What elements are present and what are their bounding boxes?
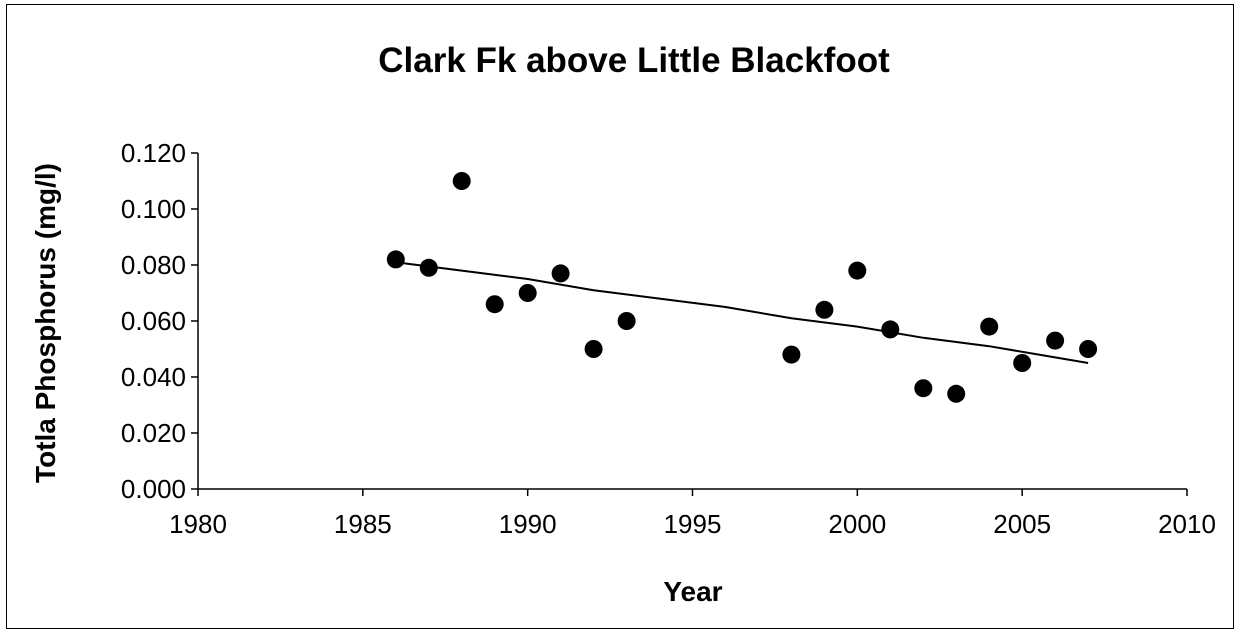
y-tick-label: 0.100: [121, 194, 186, 224]
x-tick-label: 2010: [1158, 509, 1216, 539]
chart-frame: Clark Fk above Little Blackfoot Totla Ph…: [6, 4, 1234, 629]
data-point: [386, 250, 405, 269]
y-axis-title: Totla Phosphorus (mg/l): [30, 163, 61, 483]
x-tick-label: 1985: [334, 509, 392, 539]
data-point: [947, 384, 966, 403]
x-tick-label: 1980: [169, 509, 227, 539]
data-point: [419, 258, 438, 277]
data-point: [914, 379, 933, 398]
y-tick-label: 0.080: [121, 250, 186, 280]
data-point: [452, 172, 471, 190]
data-point: [881, 320, 900, 339]
data-point: [848, 261, 867, 280]
trendline: [395, 261, 1089, 364]
y-tick-label: 0.020: [121, 418, 186, 448]
data-point: [1079, 340, 1098, 358]
data-point: [584, 340, 603, 358]
data-point: [980, 317, 999, 336]
data-points: [386, 172, 1098, 403]
axes: [191, 152, 1188, 496]
x-tick-label: 1995: [664, 509, 722, 539]
scatter-chart: Clark Fk above Little Blackfoot Totla Ph…: [30, 41, 1216, 607]
data-point: [551, 264, 570, 283]
data-point: [1013, 354, 1032, 372]
data-point: [518, 284, 537, 302]
chart-title: Clark Fk above Little Blackfoot: [378, 41, 890, 80]
data-point: [1046, 331, 1065, 350]
x-tick-label: 1990: [499, 509, 557, 539]
data-point: [782, 345, 801, 364]
data-point: [815, 300, 834, 319]
x-tick-label: 2000: [828, 509, 886, 539]
y-tick-label: 0.120: [121, 138, 186, 168]
y-tick-label: 0.060: [121, 306, 186, 336]
x-tick-label: 2005: [993, 509, 1051, 539]
data-point: [617, 312, 636, 330]
x-axis-title: Year: [663, 576, 722, 607]
tick-labels: 1980 1985 1990 1995 2000 2005 2010 0.000 0.020 0.…: [121, 138, 1216, 539]
y-tick-label: 0.000: [121, 474, 186, 504]
y-tick-label: 0.040: [121, 362, 186, 392]
data-point: [485, 295, 504, 314]
